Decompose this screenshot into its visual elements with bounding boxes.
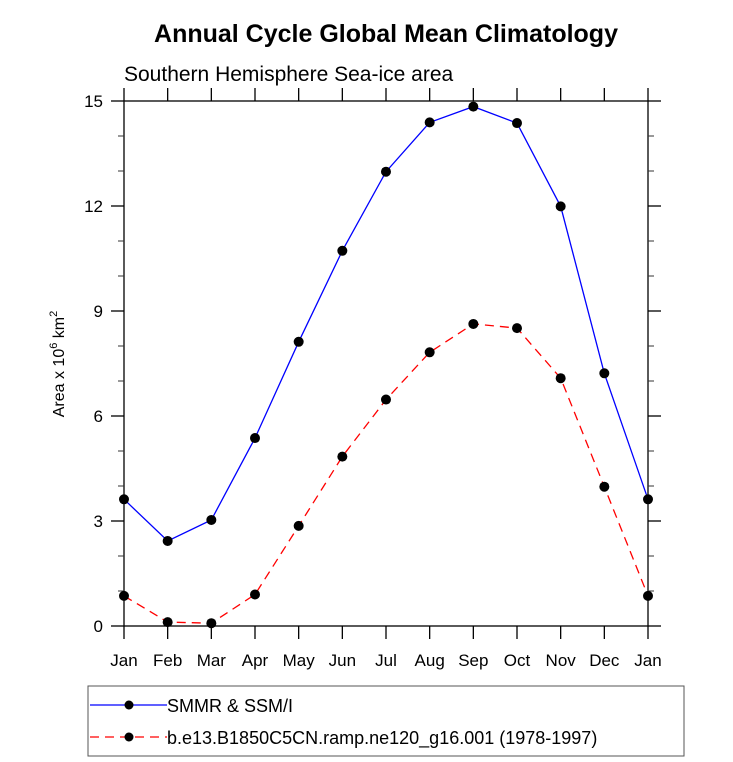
x-tick-label: Feb bbox=[153, 651, 182, 670]
legend-box bbox=[87, 685, 685, 757]
y-tick-label: 6 bbox=[94, 407, 103, 426]
y-tick-label: 0 bbox=[94, 617, 103, 636]
series-1 bbox=[119, 318, 653, 629]
data-point bbox=[381, 394, 391, 405]
data-point bbox=[293, 520, 304, 531]
legend-marker-series-0 bbox=[124, 700, 134, 710]
series-0 bbox=[119, 101, 653, 546]
data-point bbox=[119, 590, 129, 601]
legend-marker-series-1 bbox=[124, 732, 134, 742]
data-point bbox=[643, 494, 653, 505]
y-tick-label: 15 bbox=[84, 92, 103, 111]
data-point bbox=[250, 433, 260, 444]
y-axis-label-unit: km bbox=[51, 317, 68, 343]
y-axis-label-exponent: 6 bbox=[48, 343, 60, 349]
x-tick-label: Sep bbox=[458, 651, 488, 670]
legend-label-series-1: b.e13.B1850C5CN.ramp.ne120_g16.001 (1978… bbox=[167, 728, 597, 749]
legend: SMMR & SSM/I b.e13.B1850C5CN.ramp.ne120_… bbox=[87, 685, 685, 757]
y-axis-label-prefix: Area x 10 bbox=[51, 349, 68, 418]
data-point bbox=[250, 589, 260, 600]
legend-label-series-0: SMMR & SSM/I bbox=[167, 696, 293, 716]
plot-frame bbox=[123, 100, 649, 627]
x-tick-label: Nov bbox=[546, 651, 577, 670]
data-point bbox=[643, 590, 653, 601]
data-point bbox=[293, 336, 304, 347]
x-tick-label: Jun bbox=[329, 651, 356, 670]
data-point bbox=[512, 118, 522, 129]
chart-subtitle: Southern Hemisphere Sea-ice area bbox=[124, 63, 454, 86]
x-tick-label: Oct bbox=[504, 651, 531, 670]
y-axis-label-unit-exponent: 2 bbox=[48, 311, 60, 317]
data-point bbox=[206, 514, 217, 525]
data-point bbox=[162, 617, 173, 628]
data-point bbox=[381, 166, 391, 177]
y-tick-label: 3 bbox=[94, 512, 103, 531]
data-point bbox=[337, 451, 348, 462]
data-point bbox=[599, 481, 610, 492]
series-layer bbox=[119, 101, 653, 629]
x-tick-label: Mar bbox=[197, 651, 227, 670]
axes: 0 3 6 9 12 15 Jan Feb Mar Apr May Jun Jul Aug Sep Oct No… bbox=[84, 88, 662, 670]
data-point bbox=[424, 347, 435, 358]
data-point bbox=[468, 101, 479, 112]
data-point bbox=[337, 245, 348, 256]
chart-title: Annual Cycle Global Mean Climatology bbox=[154, 20, 618, 48]
data-point bbox=[555, 373, 566, 384]
data-point bbox=[424, 117, 435, 128]
x-tick-label: Aug bbox=[415, 651, 445, 670]
y-tick-label: 9 bbox=[94, 302, 103, 321]
data-point bbox=[206, 618, 217, 629]
x-tick-label: Jul bbox=[375, 651, 397, 670]
data-point bbox=[468, 318, 479, 329]
series-line-1 bbox=[123, 323, 649, 624]
data-point bbox=[555, 201, 566, 212]
y-axis-label: Area x 106 km2 bbox=[48, 311, 68, 418]
y-tick-label: 12 bbox=[84, 197, 103, 216]
x-tick-label: Apr bbox=[242, 651, 269, 670]
data-point bbox=[162, 535, 173, 546]
data-point bbox=[512, 323, 522, 334]
data-point bbox=[599, 368, 610, 379]
x-tick-label: Jan bbox=[634, 651, 661, 670]
x-tick-label: Dec bbox=[589, 651, 620, 670]
x-tick-label: May bbox=[283, 651, 316, 670]
data-point bbox=[119, 494, 129, 505]
x-tick-label: Jan bbox=[110, 651, 137, 670]
